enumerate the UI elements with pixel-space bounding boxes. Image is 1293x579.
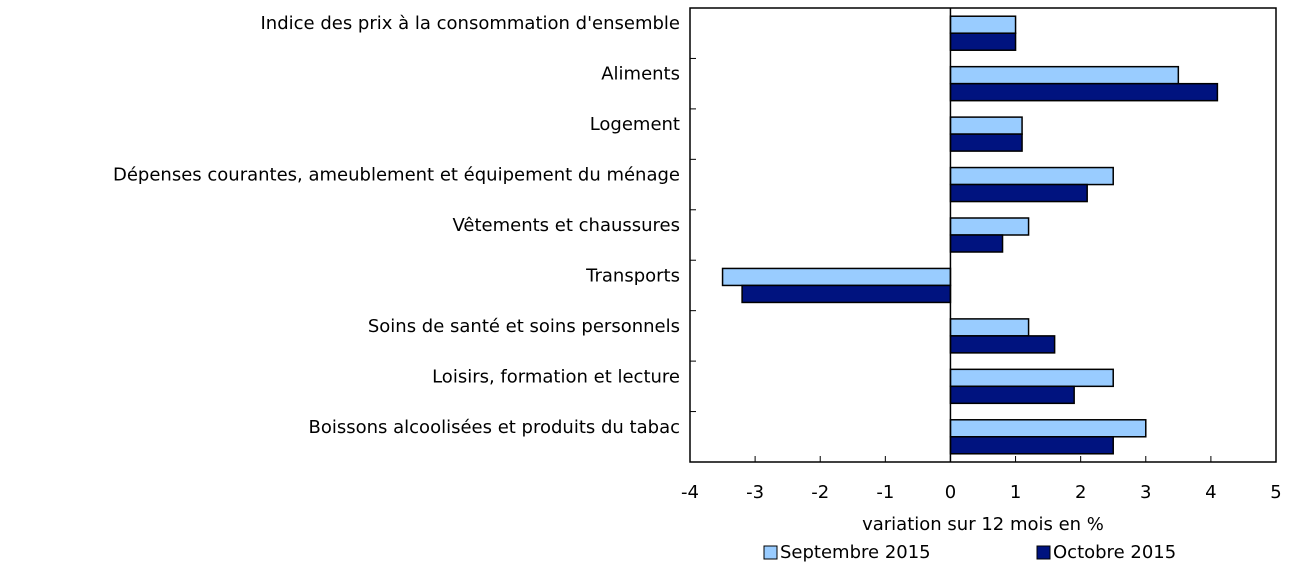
bar	[949, 166, 1114, 186]
legend-swatch	[763, 545, 778, 560]
bar	[949, 335, 1056, 354]
bar	[949, 385, 1075, 405]
legend-label: Octobre 2015	[1053, 542, 1176, 563]
legend-label: Septembre 2015	[780, 542, 931, 563]
x-tick-label: 0	[945, 482, 956, 503]
legend-swatch	[1036, 545, 1051, 560]
y-tick-label: Indice des prix à la consommation d'ense…	[261, 13, 681, 34]
x-tick-label: 2	[1075, 482, 1086, 503]
bar	[949, 65, 1180, 85]
y-tick-label: Logement	[590, 114, 680, 135]
x-tick-label: -2	[811, 482, 829, 503]
y-tick-label: Dépenses courantes, ameublement et équip…	[113, 165, 680, 186]
y-tick-label: Boissons alcoolisées et produits du taba…	[308, 417, 680, 438]
bar	[721, 267, 952, 287]
bar	[949, 234, 1004, 253]
bar	[949, 15, 1017, 34]
x-tick-label: -3	[746, 482, 764, 503]
y-tick-label: Soins de santé et soins personnels	[368, 316, 680, 337]
bar	[949, 368, 1114, 388]
x-tick-label: -1	[876, 482, 894, 503]
y-tick-label: Vêtements et chaussures	[452, 215, 680, 236]
bar	[741, 284, 952, 304]
bar	[949, 133, 1023, 152]
bar	[949, 32, 1017, 51]
bar	[949, 116, 1023, 135]
y-tick-label: Transports	[585, 265, 680, 286]
bar	[949, 82, 1219, 102]
bar	[949, 419, 1147, 438]
x-tick-label: 1	[1010, 482, 1021, 503]
x-tick-label: 4	[1205, 482, 1216, 503]
y-tick-label: Loisirs, formation et lecture	[432, 366, 680, 387]
bar	[949, 217, 1030, 236]
y-tick-label: Aliments	[601, 64, 680, 85]
x-tick-label: 5	[1270, 482, 1281, 503]
x-axis-label: variation sur 12 mois en %	[862, 514, 1104, 535]
bar	[949, 436, 1114, 455]
bar	[949, 318, 1030, 337]
x-tick-label: -4	[681, 482, 699, 503]
bar	[949, 183, 1088, 203]
plot-frame	[689, 7, 1277, 463]
x-tick-label: 3	[1140, 482, 1151, 503]
